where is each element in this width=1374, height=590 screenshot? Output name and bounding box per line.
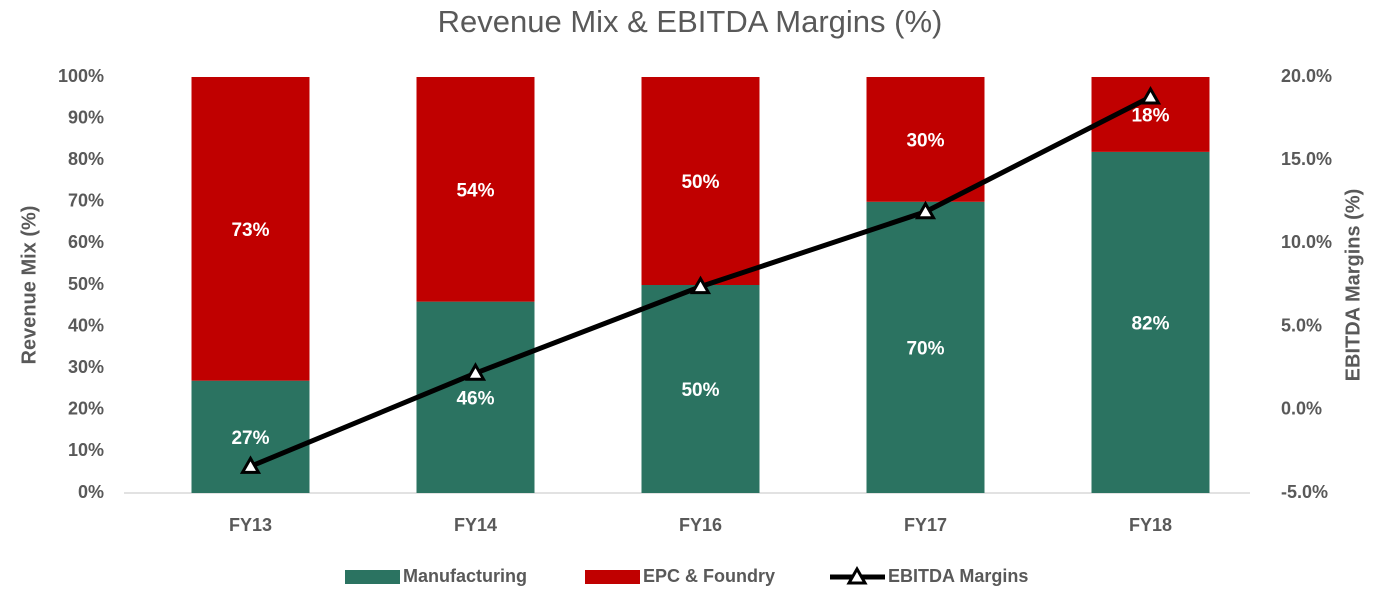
marker bbox=[239, 455, 262, 474]
y-tick-label: 10% bbox=[68, 440, 104, 460]
y2-tick-label: 0.0% bbox=[1281, 399, 1322, 419]
y-tick-label: 100% bbox=[58, 66, 104, 86]
chart-title: Revenue Mix & EBITDA Margins (%) bbox=[438, 4, 943, 39]
y-tick-label: 50% bbox=[68, 274, 104, 294]
x-tick-label: FY16 bbox=[679, 515, 722, 535]
y-tick-label: 90% bbox=[68, 107, 104, 127]
data-label: 82% bbox=[1131, 313, 1169, 334]
legend-swatch bbox=[345, 570, 400, 584]
y2-tick-label: 5.0% bbox=[1281, 315, 1322, 335]
y-tick-label: 40% bbox=[68, 315, 104, 335]
bar-segment bbox=[866, 201, 985, 494]
x-tick-label: FY13 bbox=[229, 515, 272, 535]
y-tick-label: 0% bbox=[78, 482, 104, 502]
legend-marker bbox=[846, 565, 868, 585]
y2-tick-label: 15.0% bbox=[1281, 149, 1332, 169]
data-label: 70% bbox=[906, 338, 944, 359]
y-tick-label: 70% bbox=[68, 191, 104, 211]
legend-label: Manufacturing bbox=[403, 566, 527, 586]
y-axis-title: Revenue Mix (%) bbox=[18, 206, 40, 365]
x-tick-label: FY14 bbox=[454, 515, 497, 535]
x-tick-label: FY17 bbox=[904, 515, 947, 535]
legend-label: EBITDA Margins bbox=[888, 566, 1028, 586]
y2-tick-label: 10.0% bbox=[1281, 232, 1332, 252]
marker bbox=[914, 200, 937, 220]
data-label: 54% bbox=[456, 180, 494, 201]
bar-segment bbox=[416, 301, 535, 493]
bar-segment bbox=[641, 77, 760, 285]
y2-tick-label: -5.0% bbox=[1281, 482, 1328, 502]
data-label: 73% bbox=[231, 220, 269, 241]
x-tick-label: FY18 bbox=[1129, 515, 1172, 535]
data-label: 50% bbox=[681, 172, 719, 193]
bar-segment bbox=[641, 285, 760, 493]
y-tick-label: 20% bbox=[68, 399, 104, 419]
y-tick-label: 30% bbox=[68, 357, 104, 377]
legend-label: EPC & Foundry bbox=[643, 566, 775, 586]
data-label: 18% bbox=[1131, 105, 1169, 126]
bar-segment bbox=[416, 77, 535, 302]
marker bbox=[1139, 85, 1162, 105]
y-tick-label: 60% bbox=[68, 232, 104, 252]
y-tick-label: 80% bbox=[68, 149, 104, 169]
bar-segment bbox=[191, 77, 310, 381]
data-label: 50% bbox=[681, 380, 719, 401]
bar-segment bbox=[866, 77, 985, 202]
marker bbox=[464, 362, 487, 381]
bar-segment bbox=[1091, 151, 1210, 493]
data-label: 27% bbox=[231, 428, 269, 449]
y2-axis-title: EBITDA Margins (%) bbox=[1342, 189, 1364, 382]
data-label: 30% bbox=[906, 130, 944, 151]
bar-segment bbox=[191, 380, 310, 493]
y2-tick-label: 20.0% bbox=[1281, 66, 1332, 86]
marker bbox=[689, 275, 712, 295]
data-label: 46% bbox=[456, 388, 494, 409]
legend-swatch bbox=[585, 570, 640, 584]
